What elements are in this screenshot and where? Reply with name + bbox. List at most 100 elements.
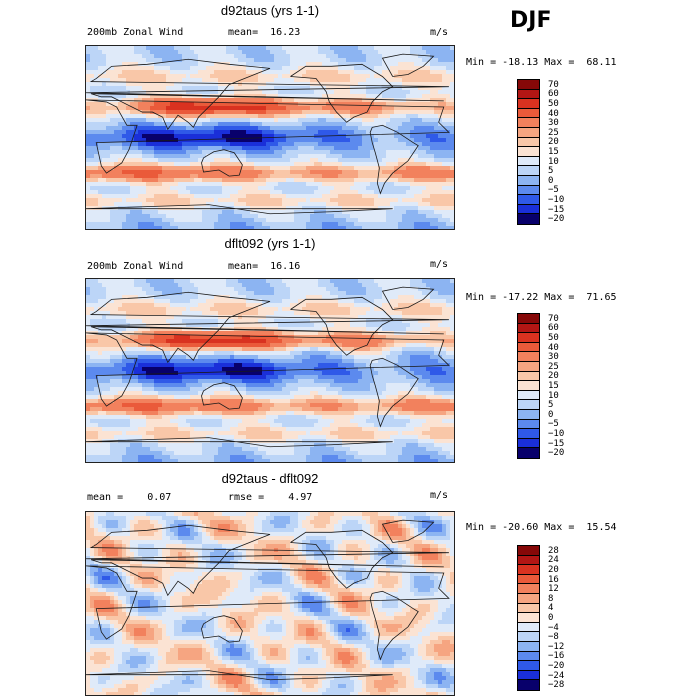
panel2-title: dflt092 (yrs 1-1) xyxy=(224,236,316,251)
colorbar-swatch xyxy=(518,80,539,90)
colorbar-tick-label: −20 xyxy=(548,448,565,459)
colorbar-tick-label: 5 xyxy=(548,400,554,411)
panel2-colorbar xyxy=(517,313,540,459)
colorbar-tick-label: 50 xyxy=(548,99,559,109)
colorbar-swatch xyxy=(518,651,539,662)
colorbar-swatch xyxy=(518,352,539,362)
colorbar-tick-label: −12 xyxy=(548,641,565,652)
panel1-map xyxy=(85,45,455,230)
colorbar-tick-label: 8 xyxy=(548,593,554,604)
panel3-minmax: Min = -20.60 Max = 15.54 xyxy=(466,522,617,533)
panel1-minmax: Min = -18.13 Max = 68.11 xyxy=(466,57,617,68)
colorbar-swatch xyxy=(518,641,539,652)
colorbar-tick-label: 30 xyxy=(548,352,559,363)
colorbar-tick-label: 25 xyxy=(548,361,559,372)
colorbar-tick-label: 20 xyxy=(548,371,559,382)
panel1-units-label: m/s xyxy=(430,27,449,38)
colorbar-swatch xyxy=(518,156,539,167)
colorbar-swatch xyxy=(518,584,539,594)
colorbar-swatch xyxy=(518,371,539,382)
panel2-units-label: m/s xyxy=(430,259,449,270)
colorbar-tick-label: −16 xyxy=(548,651,565,662)
colorbar-tick-label: 30 xyxy=(548,118,559,129)
colorbar-swatch xyxy=(518,680,539,690)
colorbar-tick-label: −10 xyxy=(548,429,565,439)
colorbar-swatch xyxy=(518,593,539,604)
colorbar-swatch xyxy=(518,99,539,109)
colorbar-swatch xyxy=(518,89,539,100)
colorbar-swatch xyxy=(518,314,539,324)
colorbar-swatch xyxy=(518,438,539,449)
colorbar-swatch xyxy=(518,185,539,196)
colorbar-tick-label: 5 xyxy=(548,166,554,177)
colorbar-swatch xyxy=(518,429,539,439)
colorbar-tick-label: 0 xyxy=(548,613,554,623)
colorbar-tick-label: −24 xyxy=(548,670,565,681)
colorbar-tick-label: 0 xyxy=(548,409,554,420)
panel3-colorbar xyxy=(517,545,540,691)
colorbar-swatch xyxy=(518,342,539,353)
colorbar-swatch xyxy=(518,147,539,157)
colorbar-tick-label: 50 xyxy=(548,333,559,343)
colorbar-tick-label: −5 xyxy=(548,185,559,196)
colorbar-swatch xyxy=(518,204,539,215)
colorbar-swatch xyxy=(518,166,539,176)
panel2-contour-plot xyxy=(86,279,454,462)
colorbar-tick-label: 20 xyxy=(548,137,559,148)
colorbar-tick-label: 15 xyxy=(548,147,559,157)
colorbar-swatch xyxy=(518,661,539,671)
colorbar-tick-label: 28 xyxy=(548,545,559,556)
colorbar-swatch xyxy=(518,400,539,410)
season-label: DJF xyxy=(510,8,552,33)
colorbar-tick-label: 60 xyxy=(548,89,559,100)
colorbar-tick-label: 16 xyxy=(548,574,559,585)
colorbar-swatch xyxy=(518,448,539,458)
colorbar-swatch xyxy=(518,622,539,633)
panel3-mean-label: mean = 0.07 xyxy=(87,492,172,503)
colorbar-swatch xyxy=(518,127,539,138)
colorbar-swatch xyxy=(518,419,539,430)
panel2-variable-label: 200mb Zonal Wind xyxy=(87,261,184,272)
colorbar-swatch xyxy=(518,381,539,391)
colorbar-swatch xyxy=(518,555,539,566)
colorbar-swatch xyxy=(518,137,539,148)
colorbar-tick-label: 70 xyxy=(548,79,559,90)
colorbar-tick-label: 12 xyxy=(548,584,559,595)
colorbar-tick-label: 10 xyxy=(548,156,559,167)
panel3-title: d92taus - dflt092 xyxy=(221,471,319,486)
panel3-map xyxy=(85,511,455,696)
colorbar-tick-label: −15 xyxy=(548,438,565,449)
colorbar-swatch xyxy=(518,603,539,614)
panel3-contour-plot xyxy=(86,512,454,695)
colorbar-tick-label: 15 xyxy=(548,381,559,391)
colorbar-swatch xyxy=(518,632,539,642)
colorbar-tick-label: 0 xyxy=(548,175,554,186)
colorbar-tick-label: −8 xyxy=(548,632,559,643)
panel1-title: d92taus (yrs 1-1) xyxy=(220,3,320,18)
colorbar-swatch xyxy=(518,409,539,420)
panel3-rmse-label: rmse = 4.97 xyxy=(228,492,313,503)
colorbar-tick-label: −15 xyxy=(548,204,565,215)
colorbar-swatch xyxy=(518,108,539,119)
panel1-contour-plot xyxy=(86,46,454,229)
panel2-map xyxy=(85,278,455,463)
colorbar-tick-label: −10 xyxy=(548,195,565,205)
panel3-units-label: m/s xyxy=(430,490,449,501)
colorbar-swatch xyxy=(518,670,539,681)
colorbar-tick-label: 40 xyxy=(548,342,559,353)
colorbar-tick-label: 70 xyxy=(548,313,559,324)
colorbar-tick-label: 24 xyxy=(548,555,559,566)
colorbar-swatch xyxy=(518,323,539,334)
colorbar-swatch xyxy=(518,546,539,556)
colorbar-swatch xyxy=(518,118,539,128)
colorbar-swatch xyxy=(518,195,539,205)
colorbar-swatch xyxy=(518,175,539,186)
colorbar-tick-label: −20 xyxy=(548,661,565,671)
colorbar-tick-label: 10 xyxy=(548,390,559,401)
panel1-mean-label: mean= 16.23 xyxy=(228,27,301,38)
panel2-mean-label: mean= 16.16 xyxy=(228,261,301,272)
colorbar-tick-label: 60 xyxy=(548,323,559,334)
colorbar-swatch xyxy=(518,574,539,585)
colorbar-swatch xyxy=(518,361,539,372)
colorbar-tick-label: 4 xyxy=(548,603,554,614)
